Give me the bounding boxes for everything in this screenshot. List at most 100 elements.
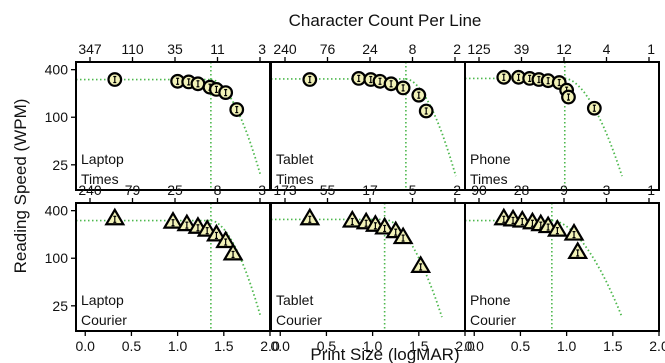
top-tick-label: 1 xyxy=(647,182,655,198)
panel-device-label: Tablet xyxy=(276,151,313,167)
top-tick-label: 3 xyxy=(258,41,266,57)
data-point-8 xyxy=(563,222,585,241)
top-tick-label: 79 xyxy=(125,182,141,198)
panel-frame xyxy=(464,202,660,332)
data-point-9 xyxy=(567,241,589,260)
top-tick-label: 347 xyxy=(78,41,102,57)
panel-device-label: Phone xyxy=(470,151,511,167)
top-tick-label: 12 xyxy=(556,41,572,57)
y-tick-label: 25 xyxy=(52,157,68,173)
data-point-7 xyxy=(392,226,414,245)
data-point-1 xyxy=(104,207,126,226)
x-tick-label: 1.5 xyxy=(214,338,234,354)
x-tick-label: 2.0 xyxy=(455,338,475,354)
data-point-7 xyxy=(218,85,234,100)
data-point-8 xyxy=(222,242,244,261)
panel-plot-area xyxy=(271,62,457,190)
data-point-5 xyxy=(383,76,399,92)
top-tick-label: 11 xyxy=(210,41,225,57)
x-tick-label: 1.0 xyxy=(557,338,577,354)
top-tick-label: 4 xyxy=(603,41,611,57)
x-tick-label: 0.5 xyxy=(317,338,337,354)
top-tick-label: 76 xyxy=(320,41,336,57)
panel-plot-area xyxy=(465,62,623,190)
panel-laptop-courier: 240 79 25 8 3 400 100 25 0.0 0.5 1.0 1.5 2.0 Laptop Co… xyxy=(45,182,280,354)
panel-phone-times: 125 39 12 4 1 Phone Times xyxy=(464,41,660,191)
data-point-2 xyxy=(162,211,184,229)
top-tick-label: 55 xyxy=(320,182,336,198)
data-point-6 xyxy=(395,80,411,96)
top-tick-label: 35 xyxy=(167,41,183,57)
panel-font-label: Times xyxy=(276,171,314,187)
data-point-1 xyxy=(107,72,123,87)
data-point-2 xyxy=(511,69,526,85)
panel-laptop-times: 347 110 35 11 3 400 100 25 Laptop Times xyxy=(45,41,271,191)
top-tick-label: 25 xyxy=(167,182,183,198)
top-tick-label: 3 xyxy=(603,182,611,198)
fit-curve xyxy=(210,219,262,318)
top-tick-label: 240 xyxy=(273,41,297,57)
panel-plot-area xyxy=(271,203,443,331)
panel-font-label: Times xyxy=(470,171,508,187)
data-point-1 xyxy=(299,207,321,226)
top-tick-label: 173 xyxy=(273,182,297,198)
x-tick-label: 0.5 xyxy=(122,338,142,354)
top-tick-label: 3 xyxy=(258,182,266,198)
panel-plot-area xyxy=(76,203,262,331)
fit-curve xyxy=(551,219,623,318)
top-tick-label: 39 xyxy=(514,41,530,57)
data-point-7 xyxy=(546,218,568,237)
panel-plot-area xyxy=(76,62,262,190)
panel-phone-courier: 90 28 9 3 1 0.0 0.5 1.0 1.5 2.0 Phone Courier xyxy=(464,182,665,354)
x-tick-label: 1.0 xyxy=(363,338,383,354)
data-point-8 xyxy=(418,103,434,119)
data-point-5 xyxy=(374,216,396,235)
panel-device-label: Phone xyxy=(470,292,511,308)
panel-frame xyxy=(464,61,660,191)
x-tick-label: 1.5 xyxy=(409,338,429,354)
x-tick-label: 0.0 xyxy=(465,338,485,354)
x-tick-label: 0.0 xyxy=(76,338,96,354)
top-tick-label: 240 xyxy=(78,182,102,198)
top-tick-label: 2 xyxy=(453,182,461,198)
x-tick-label: 0.5 xyxy=(511,338,531,354)
x-tick-label: 1.5 xyxy=(603,338,623,354)
y-tick-label: 100 xyxy=(45,109,69,125)
panel-device-label: Tablet xyxy=(276,292,313,308)
top-tick-label: 2 xyxy=(453,41,461,57)
chart-title: Character Count Per Line xyxy=(289,11,482,30)
top-tick-label: 8 xyxy=(214,182,222,198)
panel-tablet-courier: 173 55 17 5 2 0.0 0.5 1.0 1.5 2.0 Tablet Courier xyxy=(270,182,475,354)
data-point-6 xyxy=(205,223,227,242)
data-point-7 xyxy=(411,87,427,103)
data-point-8 xyxy=(410,255,432,273)
top-tick-label: 125 xyxy=(467,41,491,57)
top-tick-label: 5 xyxy=(409,182,417,198)
top-tick-label: 110 xyxy=(121,41,144,57)
data-point-1 xyxy=(496,69,512,85)
y-tick-label: 100 xyxy=(45,250,69,266)
data-point-8 xyxy=(561,89,576,105)
data-point-2 xyxy=(351,71,367,86)
data-point-3 xyxy=(176,213,198,232)
fit-curve xyxy=(405,78,457,177)
data-point-4 xyxy=(190,76,206,92)
panel-font-label: Courier xyxy=(276,312,322,328)
data-point-7 xyxy=(215,230,237,249)
top-tick-label: 1 xyxy=(647,41,655,57)
y-axis-label: Reading Speed (WPM) xyxy=(11,99,30,274)
top-tick-label: 24 xyxy=(362,41,378,57)
x-axis-label: Print Size (logMAR) xyxy=(310,345,459,363)
x-tick-label: 0.0 xyxy=(271,338,291,354)
top-tick-label: 9 xyxy=(560,182,568,198)
panel-font-label: Times xyxy=(81,171,119,187)
y-tick-label: 25 xyxy=(52,298,68,314)
x-tick-label: 2.0 xyxy=(649,338,665,354)
top-tick-label: 90 xyxy=(471,182,487,198)
y-tick-label: 400 xyxy=(45,203,69,219)
data-point-5 xyxy=(196,218,218,237)
panel-plot-area xyxy=(465,203,623,331)
panel-tablet-times: 240 76 24 8 2 Tablet Times xyxy=(270,41,466,191)
